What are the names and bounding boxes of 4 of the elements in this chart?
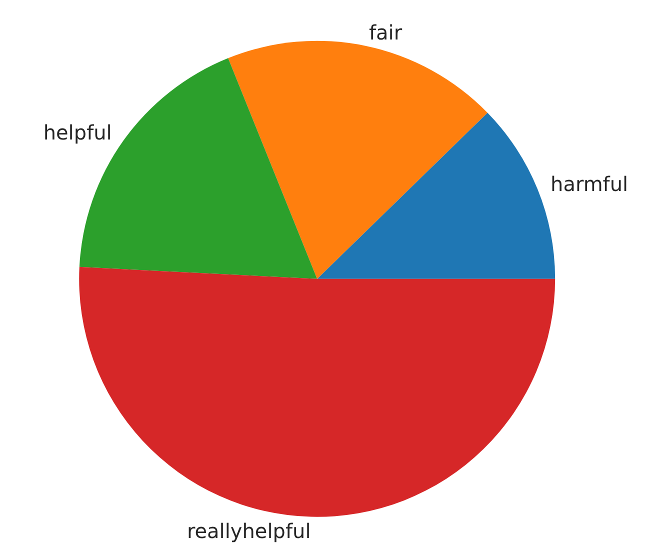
slice-label: harmful [550, 172, 628, 196]
slice-label: helpful [43, 120, 112, 145]
slice-label: fair [368, 20, 403, 44]
slice-label: reallyhelpful [186, 518, 311, 543]
